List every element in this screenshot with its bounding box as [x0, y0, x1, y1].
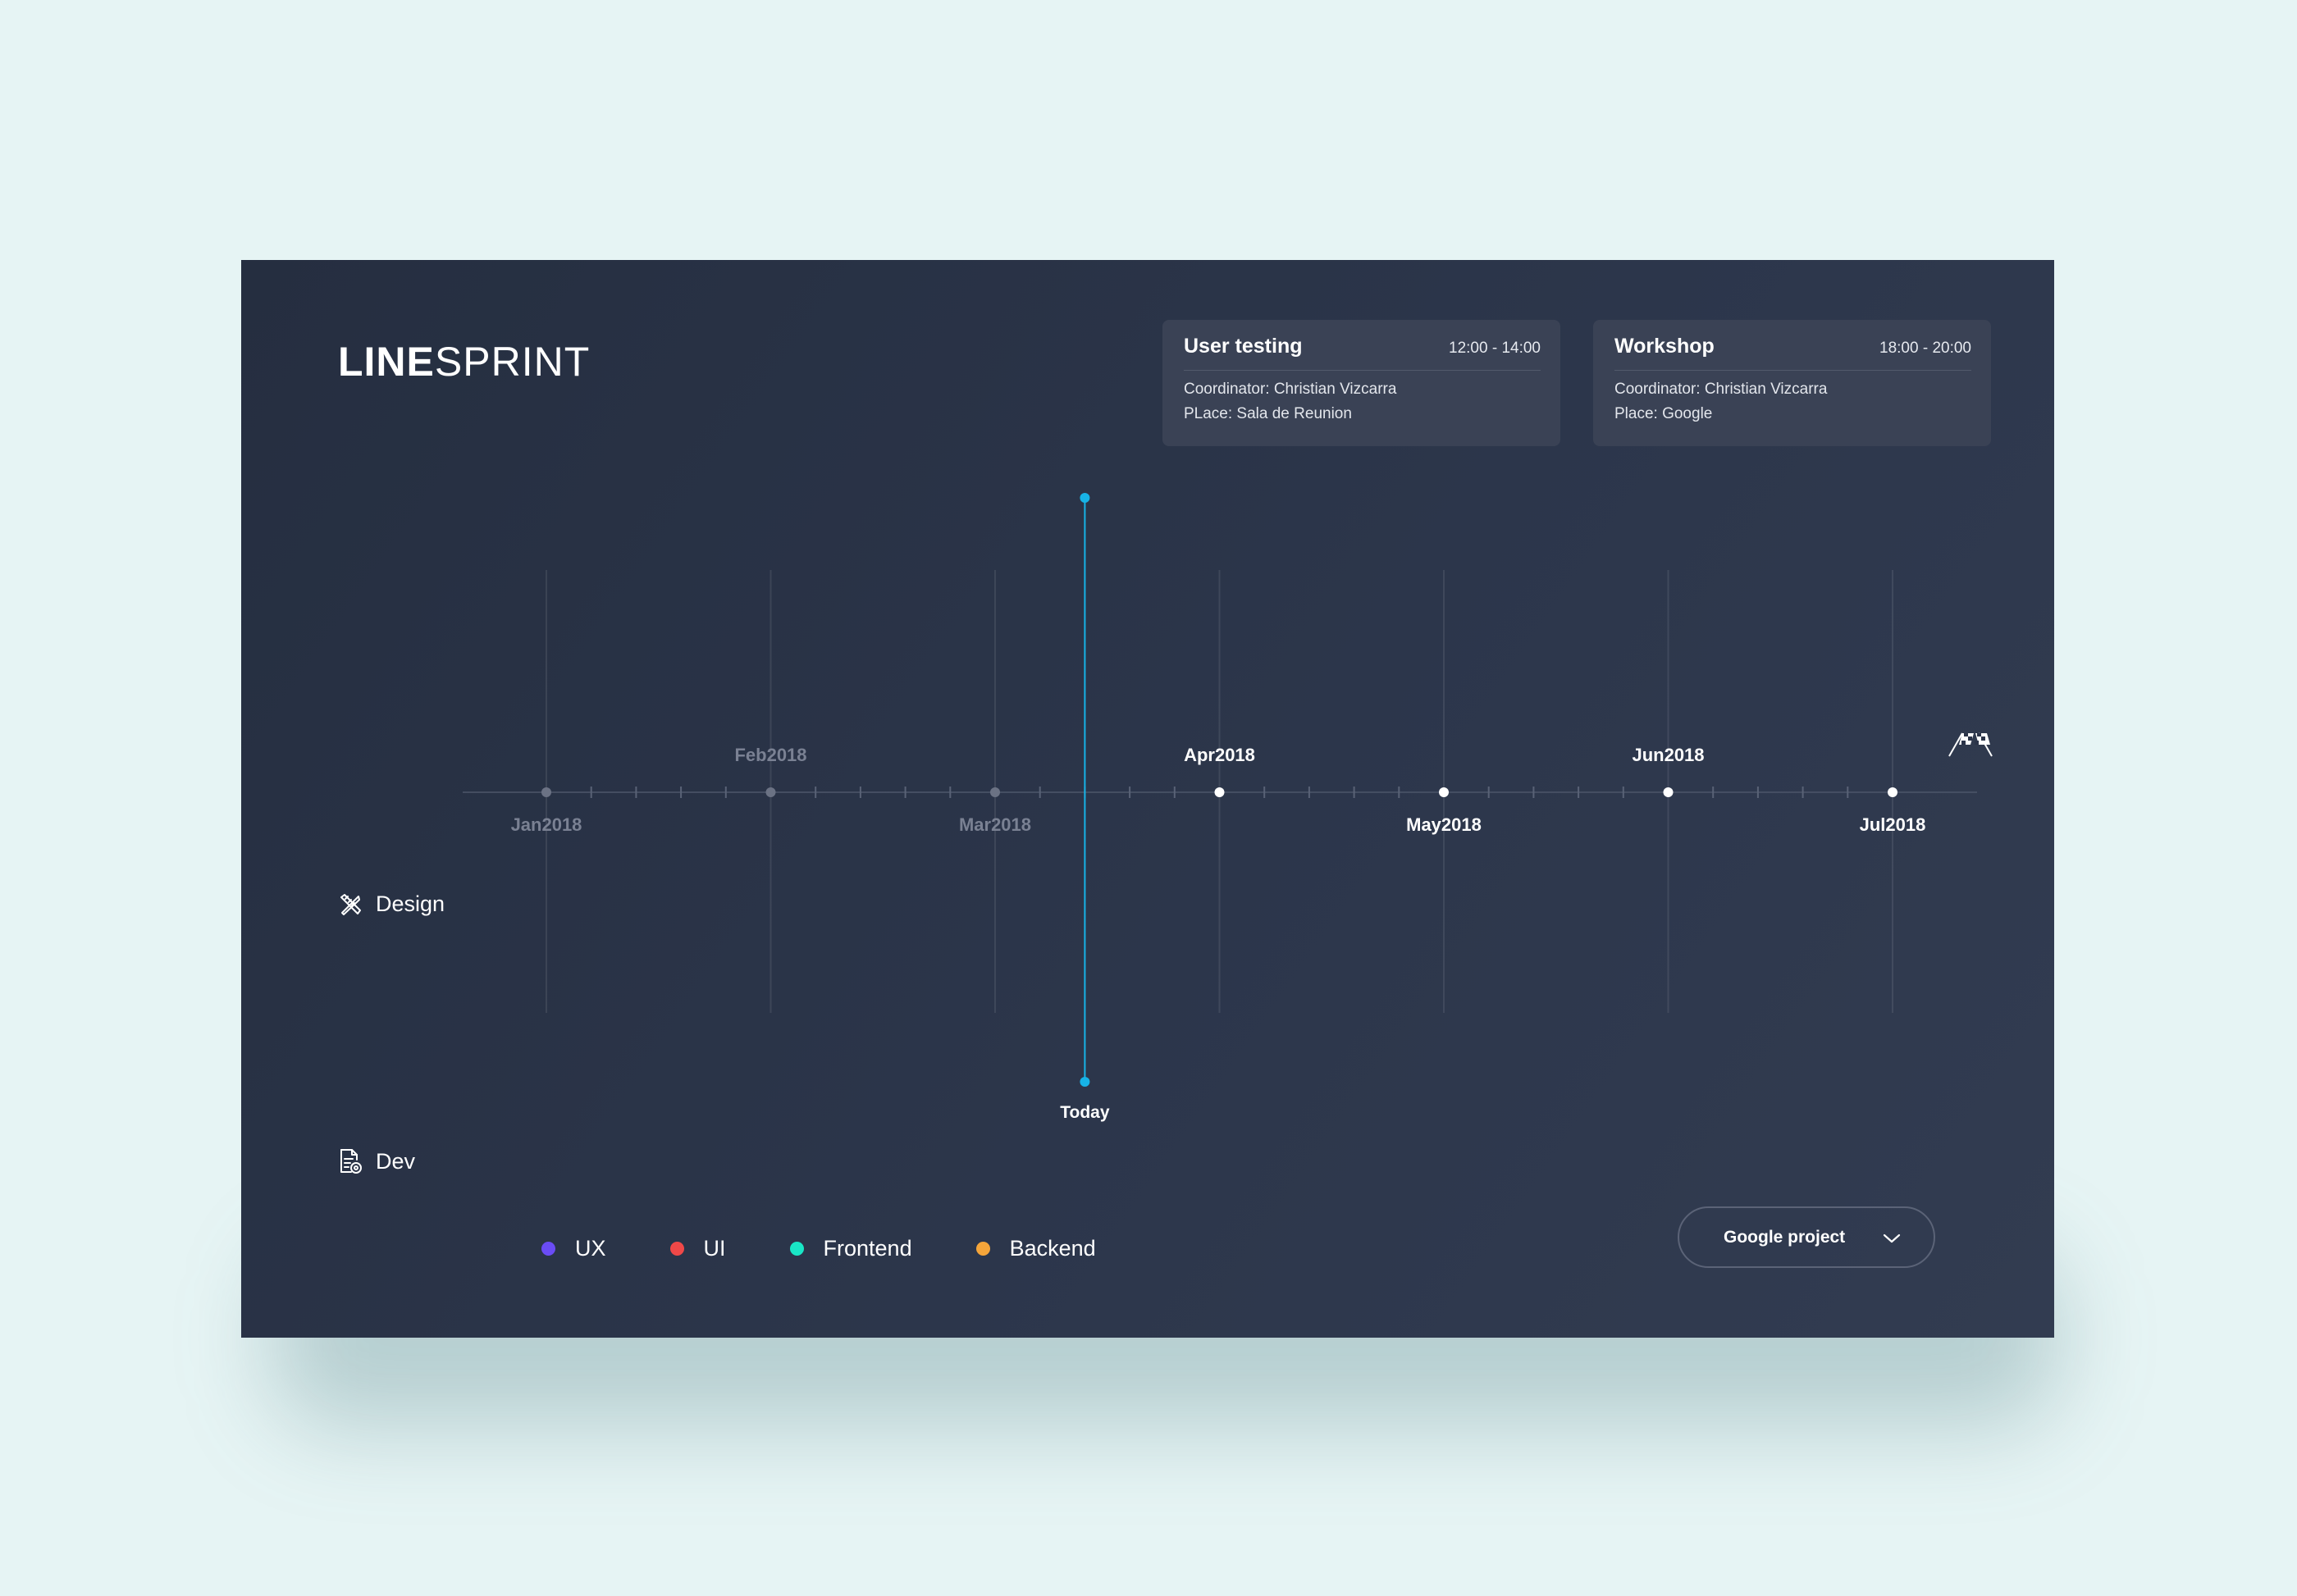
logo-light-text: SPRINT [434, 339, 591, 385]
event-place: Place: Google [1614, 405, 1713, 422]
legend-dot [669, 1242, 684, 1256]
finish-flags-icon [1948, 732, 1993, 757]
project-select-value: Google project [1724, 1227, 1846, 1247]
project-select[interactable]: Google project [1678, 1206, 1935, 1268]
category-legend: UX UI Frontend Backend [541, 1236, 1160, 1261]
today-marker-bottom [1080, 1077, 1090, 1087]
month-label: Feb2018 [734, 745, 806, 765]
timeline-panel: LINESPRINT User testing 12:00 - 14:00 Co… [241, 260, 2054, 1338]
legend-item-ui[interactable]: UI [669, 1236, 726, 1261]
task-bars [582, 619, 1888, 970]
legend-item-frontend[interactable]: Frontend [789, 1236, 912, 1261]
logo-bold-text: LINE [338, 339, 435, 385]
time-axis: Jan2018 Feb2018 Mar2018 Apr2018 May2018 Jun20… [463, 745, 1977, 835]
legend-dot [789, 1242, 804, 1256]
event-card-user-testing[interactable]: User testing 12:00 - 14:00 Coordinator: … [1162, 320, 1560, 446]
event-card-header: Workshop 18:00 - 20:00 [1614, 335, 1971, 371]
row-label-text: Dev [376, 1148, 416, 1174]
row-label-dev: Dev [338, 1148, 415, 1174]
timeline-chart: Jan2018 Feb2018 Mar2018 Apr2018 May2018 Jun20… [463, 493, 1993, 1122]
legend-item-ux[interactable]: UX [541, 1236, 606, 1261]
legend-label: Backend [1009, 1236, 1096, 1261]
legend-item-backend[interactable]: Backend [975, 1236, 1096, 1261]
design-tools-icon [338, 892, 363, 917]
month-label: Jun2018 [1632, 745, 1704, 765]
legend-label: UI [703, 1236, 726, 1261]
month-label: Jul2018 [1860, 814, 1926, 835]
legend-label: Frontend [823, 1236, 912, 1261]
legend-dot [541, 1242, 555, 1256]
today-marker: Today [1060, 493, 1110, 1122]
event-title: User testing [1184, 335, 1303, 358]
month-label: Apr2018 [1184, 745, 1255, 765]
chevron-down-icon [1883, 1229, 1901, 1249]
row-label-design: Design [338, 891, 445, 917]
event-title: Workshop [1614, 335, 1715, 358]
legend-label: UX [575, 1236, 606, 1261]
month-marker [1214, 787, 1225, 797]
dev-document-icon [338, 1148, 363, 1174]
row-label-text: Design [376, 891, 445, 916]
month-label: Jan2018 [511, 814, 582, 835]
month-marker [541, 787, 551, 797]
event-place: PLace: Sala de Reunion [1184, 405, 1352, 422]
month-label: May2018 [1406, 814, 1482, 835]
event-coordinator: Coordinator: Christian Vizcarra [1614, 381, 1828, 398]
today-marker-top [1080, 493, 1090, 503]
legend-dot [975, 1242, 990, 1256]
month-label: Mar2018 [959, 814, 1031, 835]
event-coordinator: Coordinator: Christian Vizcarra [1184, 381, 1397, 398]
event-card-header: User testing 12:00 - 14:00 [1184, 335, 1541, 371]
month-marker [1439, 787, 1449, 797]
month-marker [990, 787, 1000, 797]
month-marker [765, 787, 776, 797]
month-marker [1663, 787, 1674, 797]
month-marker [1888, 787, 1897, 797]
event-time: 12:00 - 14:00 [1449, 340, 1541, 357]
app-logo: LINESPRINT [338, 338, 590, 385]
event-time: 18:00 - 20:00 [1879, 340, 1971, 357]
today-label: Today [1060, 1103, 1110, 1122]
event-card-workshop[interactable]: Workshop 18:00 - 20:00 Coordinator: Chri… [1593, 320, 1991, 446]
